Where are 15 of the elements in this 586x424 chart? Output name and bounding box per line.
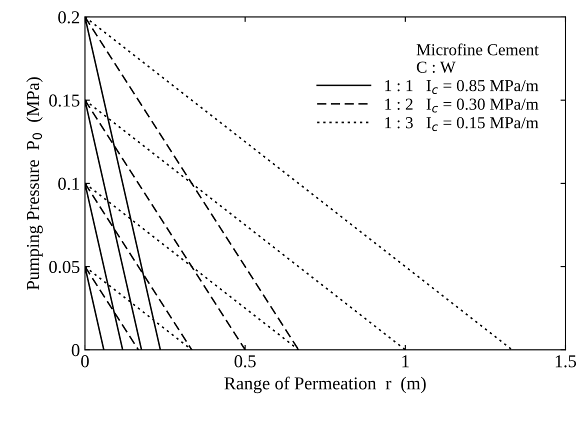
legend-title: Microfine Cement C : W bbox=[416, 43, 539, 73]
y-tick-label: 0.2 bbox=[58, 11, 80, 24]
y-tick-label: 0.1 bbox=[58, 178, 80, 190]
y-tick-label: 0 bbox=[72, 344, 80, 356]
x-tick-label: 0.5 bbox=[234, 355, 256, 368]
x-tick-label: 0 bbox=[81, 355, 89, 368]
legend-label: 1 : 1 I$_{c}$ = 0.85 MPa/m bbox=[385, 80, 538, 94]
x-tick-label: 1 bbox=[402, 355, 409, 368]
y-axis-title: Pumping Pressure P$_{0}$ (MPa) bbox=[26, 77, 43, 290]
legend-label: 1 : 3 I$_{c}$ = 0.15 MPa/m bbox=[385, 117, 538, 132]
y-tick-label: 0.05 bbox=[49, 260, 80, 274]
y-tick-label: 0.15 bbox=[49, 94, 80, 107]
x-axis-title: Range of Permeation r (m) bbox=[224, 376, 426, 394]
legend-label: 1 : 2 I$_{c}$ = 0.30 MPa/m bbox=[385, 98, 538, 113]
x-tick-label: 1.5 bbox=[556, 355, 576, 368]
